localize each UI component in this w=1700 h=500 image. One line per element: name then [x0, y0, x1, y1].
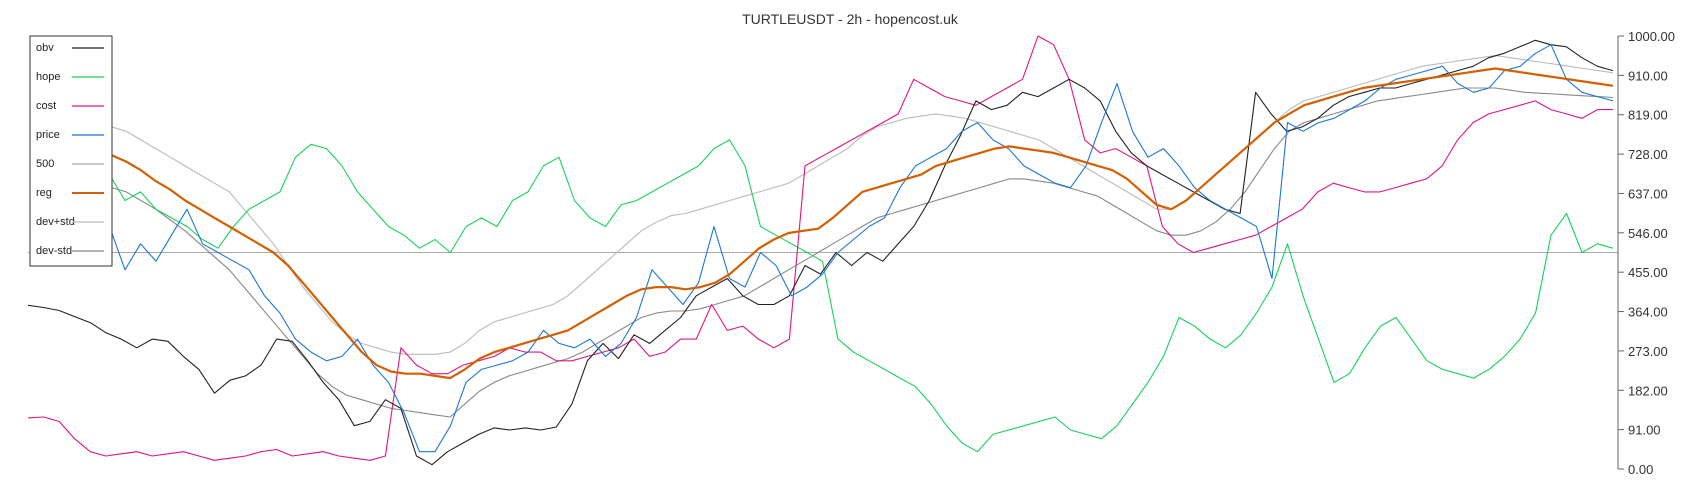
legend: obv hope cost price 500 reg dev+std dev-std — [29, 35, 113, 267]
y-tick-label: 819.00 — [1628, 108, 1668, 123]
series-line-obv — [27, 39, 1614, 466]
series-line-price — [31, 44, 1614, 453]
y-tick-label: 637.00 — [1628, 186, 1668, 201]
legend-box — [29, 35, 113, 267]
y-tick-label: 1000.00 — [1628, 29, 1675, 44]
chart-title: TURTLEUSDT - 2h - hopencost.uk — [742, 11, 959, 27]
y-axis: 1000.00 910.00 819.00 728.00 637.00 546.00 455… — [1617, 29, 1675, 477]
legend-label-2: cost — [36, 100, 56, 112]
y-tick-label: 0.00 — [1628, 462, 1653, 477]
series-line-hope — [31, 126, 1614, 453]
legend-label-0: obv — [36, 42, 54, 54]
series-line-dev-minus-std — [111, 87, 1614, 418]
y-tick-label: 910.00 — [1628, 68, 1668, 83]
series-line-reg — [111, 67, 1614, 380]
y-tick-label: 273.00 — [1628, 344, 1668, 359]
legend-label-1: hope — [36, 71, 60, 83]
legend-label-7: dev-std — [36, 245, 72, 257]
y-tick-label: 91.00 — [1628, 423, 1661, 438]
series-line-cost — [27, 35, 1613, 461]
legend-label-4: 500 — [36, 158, 54, 170]
y-tick-label: 728.00 — [1628, 147, 1668, 162]
legend-label-6: dev+std — [36, 216, 75, 228]
y-tick-label: 182.00 — [1628, 383, 1668, 398]
y-tick-label: 546.00 — [1628, 226, 1668, 241]
series-line-dev-plus-minus-std — [111, 54, 1614, 355]
legend-label-5: reg — [36, 187, 52, 199]
legend-label-3: price — [36, 129, 60, 141]
series-layer — [27, 35, 1614, 466]
y-tick-label: 455.00 — [1628, 265, 1668, 280]
y-tick-label: 364.00 — [1628, 305, 1668, 320]
